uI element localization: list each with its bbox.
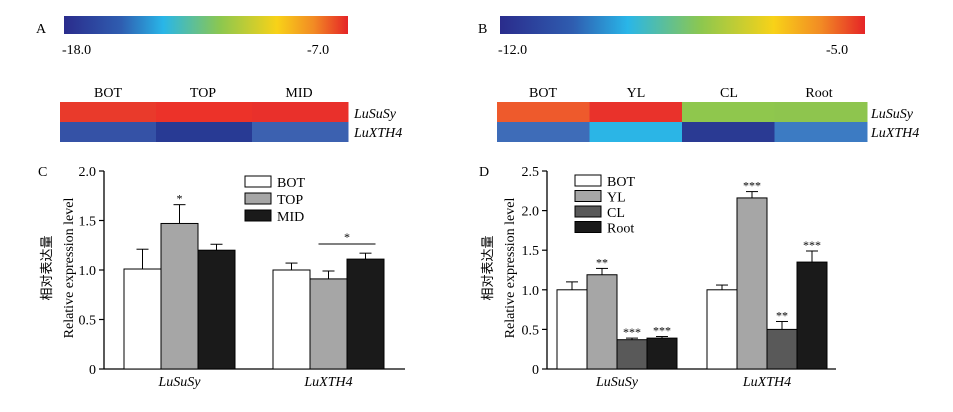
panel-a-heatmap-cell-r2-c2 — [156, 122, 253, 142]
panel-c-legend-swatch-bot — [244, 175, 272, 188]
panel-d-significance-mark: *** — [803, 238, 821, 252]
panel-c-bar-bot-2 — [272, 269, 311, 370]
panel-d-legend-label-bot: BOT — [607, 175, 635, 190]
panel-b-col-yl: YL — [627, 86, 646, 101]
panel-c-legend-swatch-top — [244, 192, 272, 205]
panel-c-ylabel-cn: 相对表达量 — [39, 235, 54, 300]
panel-d-bar-yl-2 — [736, 197, 768, 370]
panel-c-bar-mid-1 — [197, 249, 236, 370]
panel-a-col-mid: MID — [285, 86, 312, 101]
panel-c-ylabel-en: Relative expression level — [62, 198, 77, 339]
panel-a-colorbar-max: -7.0 — [307, 43, 329, 58]
panel-d-letter: D — [479, 165, 489, 180]
panel-d-significance-mark: ** — [776, 308, 788, 322]
panel-d-ylabel-cn: 相对表达量 — [480, 235, 495, 300]
panel-a-heatmap-cell-r1-c1 — [60, 102, 157, 122]
panel-d-legend-swatch-yl — [574, 190, 602, 202]
panel-c-y-tick-label: 1.0 — [79, 264, 97, 279]
panel-b: B -12.0 -5.0 BOT YL CL Root LuSuSy LuXTH… — [478, 16, 919, 142]
panel-d-significance-mark: *** — [623, 325, 641, 339]
panel-c-bar-mid-2 — [346, 258, 385, 370]
panel-b-colorbar-min: -12.0 — [498, 43, 527, 58]
panel-a-heatmap-cell-r1-c3 — [252, 102, 349, 122]
panel-d-legend-label-cl: CL — [607, 206, 625, 221]
panel-a-letter: A — [36, 22, 47, 37]
panel-c-letter: C — [38, 165, 47, 180]
panel-c-legend-swatch-mid — [244, 209, 272, 222]
panel-d: D 相对表达量 Relative expression level 0 0.5 1.… — [479, 165, 836, 390]
panel-d-legend-swatch-root — [574, 221, 602, 233]
panel-d-bar-bot-1 — [556, 289, 588, 370]
panel-c-bar-top-1 — [160, 222, 199, 370]
panel-d-y-tick-label: 1.0 — [522, 284, 540, 299]
panel-d-legend-label-yl: YL — [607, 191, 626, 206]
panel-b-colorbar-max: -5.0 — [826, 43, 848, 58]
panel-c-y-tick-label: 0 — [89, 363, 96, 378]
panel-c-significance-mark: * — [177, 192, 183, 206]
panel-a-heatmap-cell-r2-c1 — [60, 122, 157, 142]
panel-d-y-tick-label: 1.5 — [522, 244, 540, 259]
panel-d-significance-mark: ** — [596, 255, 608, 269]
panel-a-gene-xth: LuXTH4 — [353, 126, 402, 141]
panel-c-legend-label-bot: BOT — [277, 176, 305, 191]
panel-b-heatmap-cell-r1-c2 — [589, 102, 683, 122]
panel-c-legend-label-top: TOP — [277, 193, 303, 208]
panel-d-y-tick-label: 0 — [532, 363, 539, 378]
panel-d-y-tick-label: 2.0 — [522, 205, 540, 220]
panel-c-y-tick-label: 1.5 — [79, 215, 97, 230]
panel-c-bracket-mark: * — [344, 230, 350, 244]
panel-d-category-label: LuSuSy — [595, 375, 639, 390]
panel-b-col-bot: BOT — [529, 86, 557, 101]
panel-c-category-label: LuXTH4 — [303, 375, 352, 390]
panel-b-col-root: Root — [805, 86, 832, 101]
panel-b-letter: B — [478, 22, 487, 37]
panel-d-bar-root-1 — [646, 337, 678, 370]
panel-a-colorbar-min: -18.0 — [62, 43, 91, 58]
panel-d-bar-cl-2 — [766, 328, 798, 370]
panel-b-heatmap-cell-r1-c1 — [497, 102, 590, 122]
panel-a-col-bot: BOT — [94, 86, 122, 101]
panel-c-chart: 0 0.5 1.0 1.5 2.0 * LuSuSy LuXTH4 BOT TOP MID * — [79, 165, 405, 390]
panel-d-chart: 00.51.01.52.02.5****************LuSuSy Lu… — [522, 165, 836, 390]
panel-d-bar-bot-2 — [706, 289, 738, 370]
panel-a-heatmap — [60, 102, 349, 142]
panel-d-legend-swatch-cl — [574, 205, 602, 218]
panel-d-bar-root-2 — [796, 261, 828, 370]
panel-d-y-tick-label: 0.5 — [522, 323, 540, 338]
panel-b-heatmap-cell-r1-c4 — [774, 102, 868, 122]
panel-c: C 相对表达量 Relative expression level 0 0.5 1.… — [38, 165, 405, 390]
panel-d-ylabel-en: Relative expression level — [503, 198, 518, 339]
panel-b-heatmap-cell-r2-c3 — [682, 122, 775, 142]
panel-c-y-tick-label: 0.5 — [79, 314, 97, 329]
panel-c-legend-label-mid: MID — [277, 210, 304, 225]
panel-b-gene-xth: LuXTH4 — [870, 126, 919, 141]
panel-c-bar-bot-1 — [123, 268, 162, 370]
panel-d-category-label: LuXTH4 — [742, 375, 791, 390]
panel-b-heatmap — [497, 102, 868, 142]
panel-d-bar-cl-1 — [616, 339, 648, 370]
panel-b-gene-sucrose-synthase: LuSuSy — [870, 107, 914, 122]
panel-c-category-label: LuSuSy — [158, 375, 202, 390]
panel-d-significance-mark: *** — [743, 179, 761, 193]
panel-a-colorbar — [64, 16, 348, 34]
panel-b-heatmap-cell-r2-c1 — [497, 122, 590, 142]
panel-a: A -18.0 -7.0 BOT TOP MID LuSuSy LuXTH4 — [36, 16, 402, 142]
panel-a-col-top: TOP — [190, 86, 216, 101]
panel-a-heatmap-cell-r2-c3 — [252, 122, 349, 142]
panel-b-heatmap-cell-r1-c3 — [682, 102, 775, 122]
panel-d-legend-label-root: Root — [607, 222, 634, 237]
panel-d-legend-swatch-bot — [574, 174, 602, 187]
panel-d-significance-mark: *** — [653, 324, 671, 338]
panel-d-y-tick-label: 2.5 — [522, 165, 540, 180]
panel-c-y-tick-label: 2.0 — [79, 165, 97, 180]
panel-b-heatmap-cell-r2-c4 — [774, 122, 868, 142]
panel-d-bar-yl-1 — [586, 274, 618, 370]
panel-c-bar-top-2 — [309, 278, 348, 370]
panel-b-col-cl: CL — [720, 86, 738, 101]
panel-b-heatmap-cell-r2-c2 — [589, 122, 683, 142]
panel-a-gene-sucrose-synthase: LuSuSy — [353, 107, 397, 122]
panel-a-heatmap-cell-r1-c2 — [156, 102, 253, 122]
panel-b-colorbar — [500, 16, 865, 34]
